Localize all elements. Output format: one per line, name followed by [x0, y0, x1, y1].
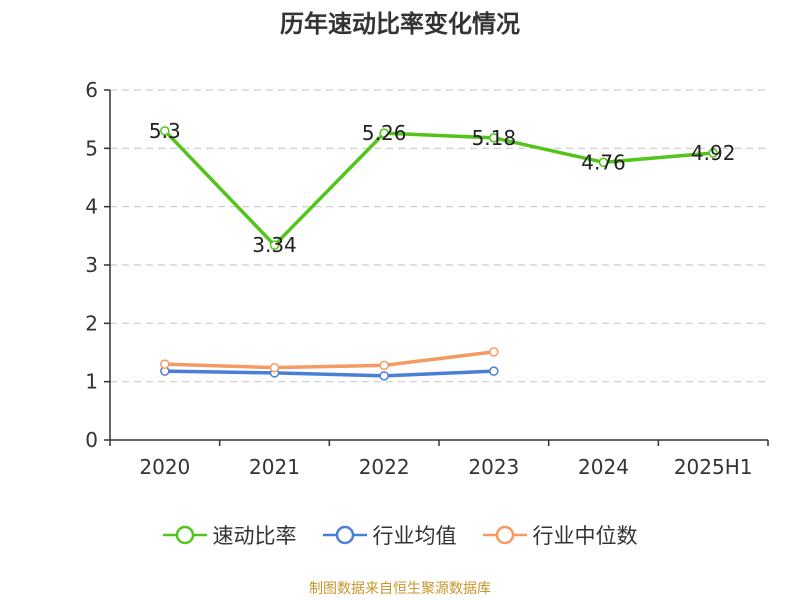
- chart-title: 历年速动比率变化情况: [280, 10, 520, 38]
- x-tick-label: 2021: [249, 455, 300, 479]
- y-tick-label: 5: [85, 136, 98, 160]
- data-label: 5.18: [472, 126, 517, 150]
- data-point: [379, 371, 389, 381]
- data-point: [379, 128, 389, 138]
- x-tick-label: 2024: [578, 455, 629, 479]
- x-tick-label: 2020: [139, 455, 190, 479]
- y-tick-label: 4: [85, 195, 98, 219]
- series-line: [163, 129, 714, 247]
- data-label: 3.34: [252, 233, 297, 257]
- legend-label: 行业均值: [372, 524, 457, 548]
- chart-legend: 速动比率 行业均值 行业中位数: [0, 520, 800, 550]
- data-point: [269, 240, 280, 250]
- x-tick-label: 2022: [359, 455, 410, 479]
- data-label: 4.92: [691, 141, 736, 165]
- y-tick-label: 3: [85, 253, 98, 277]
- series-line: [164, 369, 494, 378]
- data-point: [269, 362, 280, 373]
- legend-line-circle-icon: [162, 525, 207, 545]
- legend-item[interactable]: 行业中位数: [482, 520, 638, 550]
- data-point: [160, 126, 170, 136]
- data-point: [489, 133, 499, 143]
- data-label: 4.76: [581, 150, 626, 174]
- data-point: [489, 347, 499, 357]
- series-line: [164, 350, 495, 370]
- legend-item[interactable]: 行业均值: [322, 520, 457, 550]
- legend-label: 行业中位数: [532, 524, 638, 548]
- legend-line-circle-icon: [322, 525, 367, 545]
- data-point: [708, 148, 718, 158]
- y-tick-label: 6: [85, 78, 98, 102]
- data-label: 5.3: [149, 119, 181, 143]
- y-tick-label: 0: [85, 428, 98, 452]
- data-source-note: 制图数据来自恒生聚源数据库: [309, 581, 491, 597]
- data-point: [379, 360, 389, 371]
- data-point: [489, 366, 499, 376]
- y-tick-label: 1: [85, 370, 98, 394]
- data-point: [160, 359, 170, 369]
- y-tick-label: 2: [85, 311, 98, 335]
- data-point: [598, 157, 609, 168]
- data-label: 5.26: [362, 121, 407, 145]
- legend-line-circle-icon: [482, 525, 527, 545]
- x-tick-label: 2023: [468, 455, 519, 479]
- legend-item[interactable]: 速动比率: [162, 520, 297, 550]
- legend-label: 速动比率: [212, 524, 297, 548]
- x-tick-label: 2025H1: [674, 455, 753, 479]
